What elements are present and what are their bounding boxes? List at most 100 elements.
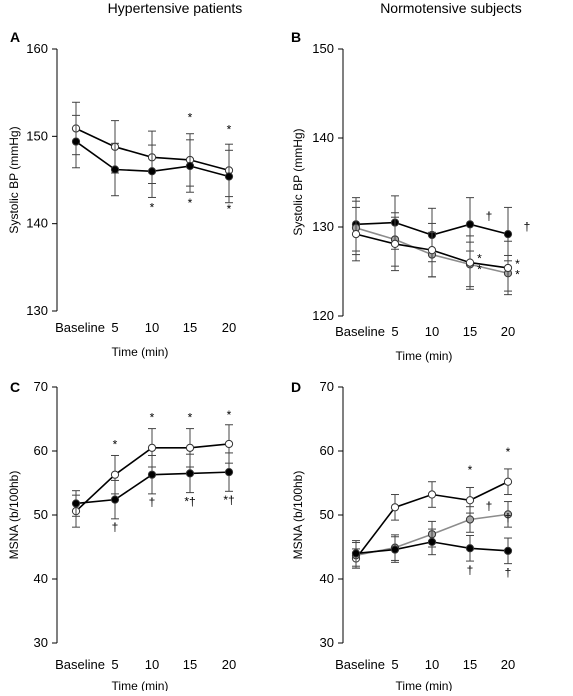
x-tick-label: 5 [111, 320, 118, 335]
significance-marker: † [505, 510, 512, 524]
significance-marker: * [477, 262, 482, 276]
y-tick-label: 140 [26, 216, 48, 231]
panel-letter: B [291, 29, 301, 45]
significance-marker: * [477, 252, 482, 266]
data-point [427, 537, 437, 546]
y-tick-label: 150 [26, 128, 48, 143]
significance-marker: * [506, 445, 511, 459]
data-point [110, 470, 120, 479]
significance-marker: * [150, 411, 155, 425]
y-tick-label: 70 [320, 379, 334, 394]
significance-marker: *† [184, 494, 195, 508]
data-point [110, 165, 120, 174]
y-tick-label: 70 [34, 379, 48, 394]
x-tick-label: 15 [183, 657, 197, 672]
y-tick-label: 30 [320, 635, 334, 650]
panel-D: D 30 40 50 60 70 Baseline 5 10 15 20 Time (min) MSNA… [291, 379, 515, 693]
significance-marker: * [227, 202, 232, 216]
x-axis-label: Time (min) [112, 345, 169, 359]
panel-B: B 120 130 140 150 Baseline 5 10 15 20 Time (min) Sy… [291, 29, 530, 363]
series-filled [71, 452, 234, 520]
significance-marker: * [150, 200, 155, 214]
x-tick-label: 10 [425, 657, 439, 672]
data-point [503, 546, 513, 555]
data-point [465, 258, 475, 267]
y-tick-label: 130 [26, 303, 48, 318]
x-tick-label: 15 [463, 324, 477, 339]
x-axis-label: Time (min) [112, 679, 169, 691]
y-tick-label: 30 [34, 635, 48, 650]
data-point [427, 246, 437, 255]
x-tick-label: 5 [391, 324, 398, 339]
y-axis-label: MSNA (b/100hb) [291, 471, 305, 560]
y-tick-label: 40 [320, 571, 334, 586]
significance-marker: *† [223, 493, 234, 507]
data-point [71, 137, 81, 146]
significance-marker: * [515, 268, 520, 282]
significance-marker: * [113, 437, 118, 451]
y-tick-label: 60 [34, 443, 48, 458]
data-point [503, 263, 513, 273]
y-tick-label: 120 [312, 308, 334, 323]
significance-marker: * [188, 411, 193, 425]
series-open [351, 468, 513, 569]
x-tick-label: 20 [222, 320, 236, 335]
x-tick-label: 20 [501, 657, 515, 672]
y-tick-label: 50 [320, 507, 334, 522]
y-tick-label: 60 [320, 443, 334, 458]
series-filled [71, 114, 234, 204]
significance-marker: * [188, 196, 193, 210]
significance-marker: * [468, 463, 473, 477]
data-point [351, 230, 361, 239]
data-point [390, 503, 400, 512]
y-tick-label: 40 [34, 571, 48, 586]
y-axis-label: Systolic BP (mmHg) [291, 128, 305, 235]
data-point [224, 172, 234, 181]
significance-marker: † [486, 499, 493, 513]
data-point [147, 443, 157, 452]
x-tick-label: 5 [111, 657, 118, 672]
data-point [147, 470, 157, 479]
y-tick-label: 160 [26, 41, 48, 56]
data-point [185, 161, 195, 171]
x-tick-label: Baseline [335, 324, 385, 339]
x-tick-label: Baseline [335, 657, 385, 672]
x-tick-label: 20 [501, 324, 515, 339]
column-title-right: Normotensive subjects [380, 0, 522, 16]
x-tick-label: 5 [391, 657, 398, 672]
x-tick-label: 20 [222, 657, 236, 672]
y-axis-label: MSNA (b/100hb) [7, 471, 21, 560]
significance-marker: † [149, 495, 156, 509]
significance-marker: * [227, 408, 232, 422]
x-tick-label: 15 [183, 320, 197, 335]
column-title-left: Hypertensive patients [108, 0, 243, 16]
x-tick-label: Baseline [55, 657, 105, 672]
significance-marker: * [227, 123, 232, 137]
data-point [465, 515, 475, 524]
y-tick-label: 130 [312, 219, 334, 234]
data-point [185, 443, 195, 452]
data-point [185, 469, 195, 478]
significance-marker: † [505, 565, 512, 579]
panel-letter: D [291, 379, 301, 395]
panel-C: C 30 40 50 60 70 Baseline 5 10 15 20 Time (min) MSNA… [7, 379, 236, 693]
significance-marker: * [515, 257, 520, 271]
x-tick-label: 15 [463, 657, 477, 672]
data-point [351, 549, 361, 558]
data-point [465, 220, 475, 229]
x-tick-label: 10 [145, 657, 159, 672]
significance-marker: † [112, 520, 119, 534]
panel-A: A 130 140 150 160 Baseline 5 10 15 20 Time (min) Sy… [7, 29, 236, 359]
x-tick-label: Baseline [55, 320, 105, 335]
series-open [351, 206, 513, 296]
data-point [503, 230, 513, 239]
significance-marker: † [467, 563, 474, 577]
data-point [147, 167, 157, 176]
data-point [71, 499, 81, 508]
data-point [503, 510, 513, 519]
x-tick-label: 10 [425, 324, 439, 339]
x-tick-label: 10 [145, 320, 159, 335]
data-point [465, 544, 475, 553]
y-axis-label: Systolic BP (mmHg) [7, 126, 21, 233]
